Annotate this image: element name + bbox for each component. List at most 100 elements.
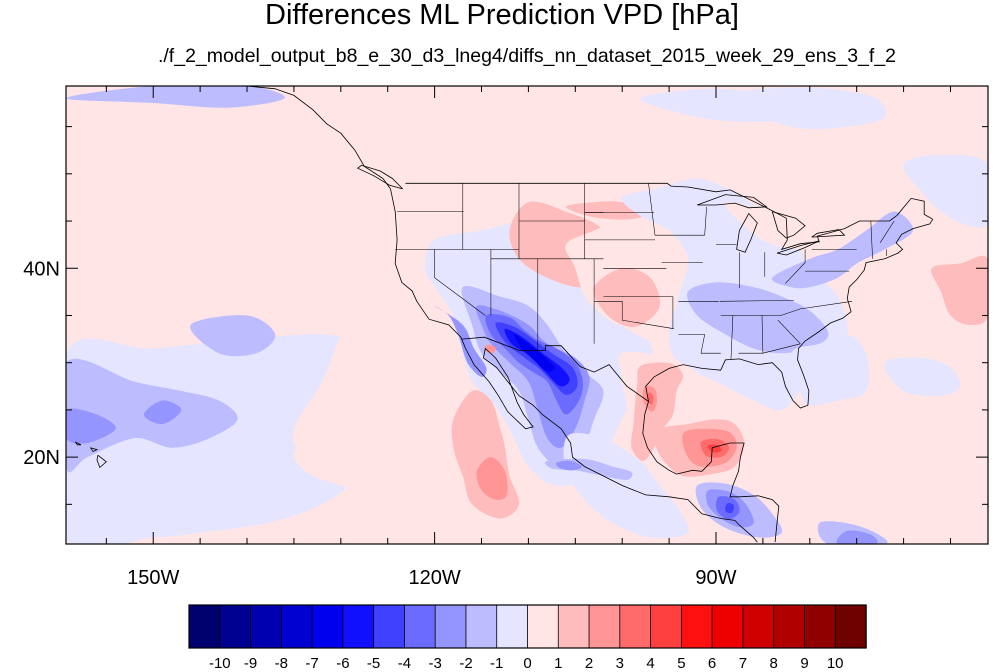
state-border-segment <box>648 183 656 236</box>
coastline-segment <box>390 188 758 543</box>
colorbar-swatch <box>219 604 252 649</box>
colorbar-label: -9 <box>244 655 257 672</box>
contour-region-neg7 <box>514 334 555 372</box>
colorbar-swatch <box>342 604 375 649</box>
coastline-segment <box>697 194 768 209</box>
state-border-segment <box>879 220 895 243</box>
colorbar-swatch <box>434 604 467 649</box>
contour-region-neg3 <box>143 400 182 425</box>
colorbar-label: 3 <box>616 655 624 672</box>
colorbar-label: 0 <box>523 655 531 672</box>
coastline-segment <box>736 212 758 253</box>
colorbar-swatch <box>834 604 867 649</box>
state-border-segment <box>777 320 801 344</box>
colorbar-swatch <box>804 604 836 649</box>
x-tick-label: 90W <box>695 567 736 589</box>
colorbar-swatch <box>680 604 713 649</box>
colorbar-swatch <box>373 604 406 649</box>
coastline-segment <box>405 182 933 251</box>
colorbar-swatch <box>250 604 283 649</box>
coastline-segment <box>771 211 806 239</box>
colorbar-swatch <box>650 604 683 649</box>
colorbar-swatch <box>711 604 744 649</box>
coastlines-and-borders <box>66 86 934 543</box>
x-tick-label: 120W <box>408 567 460 589</box>
contour-region-neg3 <box>836 530 878 544</box>
colorbar-swatch <box>773 604 806 649</box>
contour-region-neg2 <box>687 282 829 354</box>
contour-region-neg1 <box>490 249 595 335</box>
contour-region-neg1 <box>884 357 961 397</box>
contour-region-neg2 <box>66 86 285 108</box>
colorbar-label: -2 <box>459 655 472 672</box>
state-border-segment <box>762 343 801 354</box>
state-border-segment <box>434 249 486 316</box>
colorbar-swatch <box>619 604 652 649</box>
coastline-segment <box>645 218 934 409</box>
colorbar-frame <box>188 604 867 649</box>
colorbar-label: -1 <box>490 655 503 672</box>
coastline-segment <box>461 336 649 402</box>
map-ticks <box>66 86 988 544</box>
colorbar-swatch <box>527 604 559 649</box>
contour-region-neg3 <box>434 305 487 377</box>
contour-region-pos3 <box>476 457 508 500</box>
map-panel <box>65 85 989 545</box>
y-tick-label: 40N <box>23 258 60 280</box>
colorbar-label: -10 <box>209 655 231 672</box>
contour-region-pos1 <box>524 124 727 195</box>
state-border-segment <box>769 301 853 316</box>
contour-region-pos1 <box>66 101 402 226</box>
contour-region-neg1 <box>563 432 690 539</box>
figure-title: Differences ML Prediction VPD [hPa] <box>265 0 739 31</box>
colorbar-swatch <box>496 604 529 649</box>
contour-region-pos2 <box>931 255 988 325</box>
state-border-segment <box>621 301 674 329</box>
contour-region-neg2 <box>771 211 914 289</box>
colorbar-label: -5 <box>367 655 380 672</box>
x-tick-label: 150W <box>127 567 179 589</box>
coastline-segment <box>96 454 107 469</box>
colorbar-swatch <box>404 604 436 649</box>
contour-region-neg1 <box>790 334 870 406</box>
colorbar-swatch <box>465 604 498 649</box>
colorbar-label: -6 <box>336 655 349 672</box>
state-border-segment <box>870 220 873 259</box>
colorbar-swatch <box>588 604 621 649</box>
coastline-segment <box>90 447 99 453</box>
colorbar-swatch <box>557 604 590 649</box>
y-tick-label: 20N <box>23 447 60 469</box>
state-border-segment <box>700 334 721 354</box>
colorbar-swatch <box>311 604 344 649</box>
contour-region-pos1 <box>292 249 466 477</box>
colorbar-label: 2 <box>585 655 593 672</box>
contour-region-neg5 <box>725 503 735 514</box>
colorbar-label: 6 <box>708 655 716 672</box>
colorbar-label: 4 <box>646 655 654 672</box>
state-border-segment <box>704 206 707 236</box>
colorbar-label: 5 <box>677 655 685 672</box>
colorbar-label: -3 <box>429 655 442 672</box>
coastline-segment <box>75 441 82 446</box>
state-border-segment <box>785 249 806 284</box>
colorbar-label: 9 <box>800 655 808 672</box>
colorbar-label: -8 <box>275 655 288 672</box>
colorbar: -10 -9 -8 -7 -6 -5 -4 -3 -2 -1 0 1 2 3 4 5 6 7 8 9 10 <box>188 604 867 672</box>
colorbar-swatch <box>188 604 221 649</box>
contour-region-neg3 <box>66 408 116 444</box>
coastline-segment <box>356 164 403 190</box>
coastline-segment <box>642 401 780 543</box>
coastline-segment <box>811 229 846 238</box>
figure-subtitle: ./f_2_model_output_b8_e_30_d3_lneg4/diff… <box>158 45 896 67</box>
colorbar-label: -7 <box>305 655 318 672</box>
coastline-segment <box>246 86 391 190</box>
colorbar-label: 1 <box>554 655 562 672</box>
colorbar-label: -4 <box>398 655 411 672</box>
contour-region-pos1 <box>66 257 135 310</box>
colorbar-label: 8 <box>770 655 778 672</box>
contour-region-pos2 <box>593 267 661 328</box>
colorbar-label: 7 <box>739 655 747 672</box>
state-border-segment <box>730 315 734 359</box>
contour-region-neg2 <box>190 315 276 357</box>
